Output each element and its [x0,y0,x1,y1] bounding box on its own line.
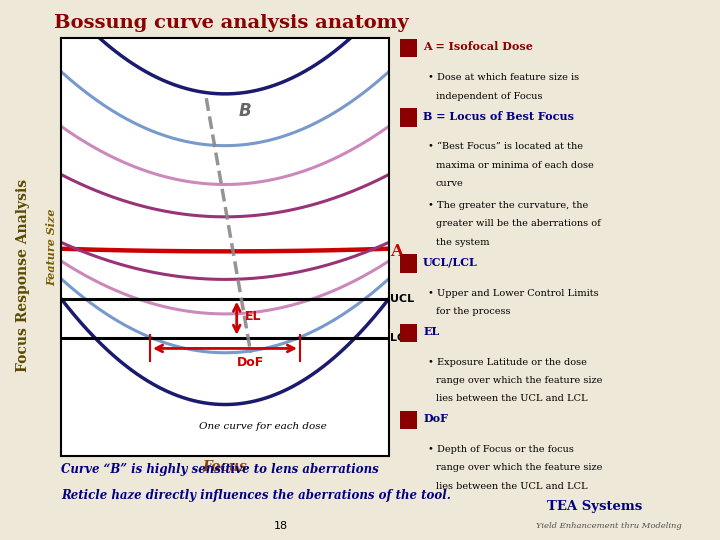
Text: curve: curve [436,179,464,188]
Text: • Depth of Focus or the focus: • Depth of Focus or the focus [428,446,574,454]
Text: lies between the UCL and LCL: lies between the UCL and LCL [436,394,588,403]
Text: A: A [390,243,402,260]
Text: Bossung curve analysis anatomy: Bossung curve analysis anatomy [54,14,409,31]
Text: • The greater the curvature, the: • The greater the curvature, the [428,201,588,210]
Text: • Upper and Lower Control Limits: • Upper and Lower Control Limits [428,288,598,298]
Text: EL: EL [423,326,439,337]
Text: 18: 18 [274,521,288,531]
Text: B: B [239,102,252,120]
Text: • Exposure Latitude or the dose: • Exposure Latitude or the dose [428,358,587,367]
Text: range over which the feature size: range over which the feature size [436,376,602,385]
FancyBboxPatch shape [400,323,417,342]
FancyBboxPatch shape [400,39,417,57]
Text: TEA Systems: TEA Systems [547,500,642,514]
Text: greater will be the aberrations of: greater will be the aberrations of [436,219,600,228]
Text: maxima or minima of each dose: maxima or minima of each dose [436,161,593,170]
Text: DoF: DoF [423,413,448,424]
Text: One curve for each dose: One curve for each dose [199,422,326,430]
Text: range over which the feature size: range over which the feature size [436,463,602,472]
Text: UCL: UCL [390,294,414,304]
FancyBboxPatch shape [400,411,417,429]
Text: A = Isofocal Dose: A = Isofocal Dose [423,42,533,52]
Text: • Dose at which feature size is: • Dose at which feature size is [428,73,579,82]
Text: Focus Response Analysis: Focus Response Analysis [17,179,30,372]
Text: LCL: LCL [390,333,412,343]
Text: B = Locus of Best Focus: B = Locus of Best Focus [423,111,574,122]
Text: independent of Focus: independent of Focus [436,91,542,100]
Y-axis label: Feature Size: Feature Size [46,208,57,286]
Text: the system: the system [436,238,489,247]
FancyBboxPatch shape [400,109,417,126]
Text: • “Best Focus” is located at the: • “Best Focus” is located at the [428,143,582,151]
Text: EL: EL [245,309,261,322]
Text: lies between the UCL and LCL: lies between the UCL and LCL [436,482,588,491]
Text: UCL/LCL: UCL/LCL [423,256,478,268]
Text: Yield Enhancement thru Modeling: Yield Enhancement thru Modeling [536,522,682,530]
FancyBboxPatch shape [400,254,417,273]
Text: Curve “B” is highly sensitive to lens aberrations: Curve “B” is highly sensitive to lens ab… [61,462,379,476]
Text: DoF: DoF [237,356,264,369]
X-axis label: Focus: Focus [202,461,248,475]
Text: for the process: for the process [436,307,510,316]
Text: Reticle haze directly influences the aberrations of the tool.: Reticle haze directly influences the abe… [61,489,451,503]
